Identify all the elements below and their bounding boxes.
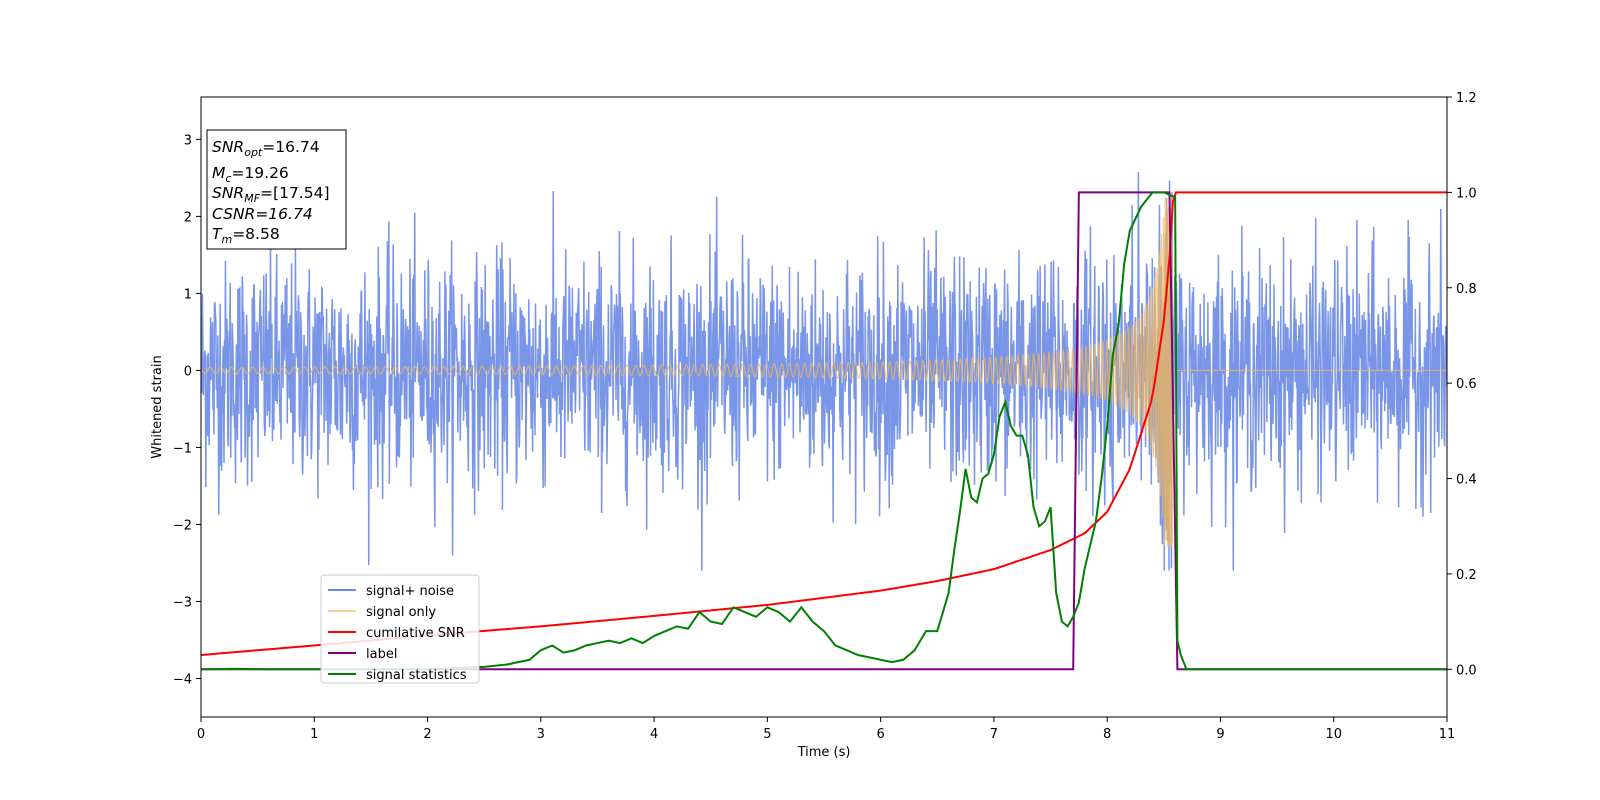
legend-label: signal statistics <box>366 668 467 683</box>
x-tick-label: 8 <box>1103 727 1111 742</box>
y-right-tick-label: 0.8 <box>1456 282 1477 297</box>
legend-label: signal+ noise <box>366 584 454 599</box>
x-axis-label: Time (s) <box>797 745 851 760</box>
y-left-tick-label: 1 <box>184 287 192 302</box>
series-line-signal-statistics <box>201 191 1447 671</box>
x-tick-label: 5 <box>763 727 771 742</box>
x-tick-label: 1 <box>310 727 318 742</box>
legend-label: signal only <box>366 605 436 620</box>
info-chirp-mass: Mc=19.26 <box>212 164 289 185</box>
x-tick-label: 6 <box>876 727 884 742</box>
legend: signal+ noise signal only cumilative SNR la… <box>320 574 480 684</box>
x-tick-label: 2 <box>423 727 431 742</box>
x-tick-label: 3 <box>537 727 545 742</box>
info-merger-time: Tm=8.58 <box>212 225 280 246</box>
y-left-tick-label: −4 <box>173 672 192 687</box>
legend-frame <box>320 574 480 684</box>
y-axis-left: 3 2 1 0 −1 −2 −3 −4 <box>173 133 201 687</box>
info-box-frame <box>206 129 347 250</box>
y-left-tick-label: 3 <box>184 133 192 148</box>
info-box: SNRopt=16.74 Mc=19.26 SNRMF=[17.54] CSNR… <box>206 129 347 250</box>
info-snr-mf: SNRMF=[17.54] <box>212 184 330 205</box>
legend-label: label <box>366 647 397 662</box>
legend-label: cumilative SNR <box>366 626 465 641</box>
y-left-tick-label: 0 <box>184 364 192 379</box>
y-left-tick-label: −3 <box>173 595 192 610</box>
x-tick-label: 7 <box>990 727 998 742</box>
x-tick-label: 4 <box>650 727 658 742</box>
y-right-tick-label: 1.0 <box>1456 186 1477 201</box>
y-left-tick-label: 2 <box>184 210 192 225</box>
y-right-tick-label: 0.6 <box>1456 377 1477 392</box>
y-axis-right: 1.2 1.0 0.8 0.6 0.4 0.2 0.0 <box>1447 91 1477 678</box>
y-right-tick-label: 0.0 <box>1456 663 1477 678</box>
plot-frame <box>200 96 1448 718</box>
x-tick-label: 0 <box>197 727 205 742</box>
x-tick-label: 9 <box>1216 727 1224 742</box>
y-axis-label-left: Whitened strain <box>150 355 165 458</box>
x-tick-label: 10 <box>1325 727 1342 742</box>
y-left-tick-label: −2 <box>173 518 192 533</box>
y-right-tick-label: 0.4 <box>1456 473 1477 488</box>
y-right-tick-label: 1.2 <box>1456 91 1477 106</box>
series-line-signal-noise <box>201 172 1447 571</box>
x-tick-label: 11 <box>1439 727 1456 742</box>
series-line-signal-only <box>201 193 1447 548</box>
info-csnr: CSNR=16.74 <box>212 205 313 223</box>
info-snr-opt: SNRopt=16.74 <box>212 138 320 159</box>
x-axis: 0 1 2 3 4 5 6 7 8 9 10 11 <box>197 717 1455 742</box>
y-left-tick-label: −1 <box>173 441 192 456</box>
y-right-tick-label: 0.2 <box>1456 568 1477 583</box>
